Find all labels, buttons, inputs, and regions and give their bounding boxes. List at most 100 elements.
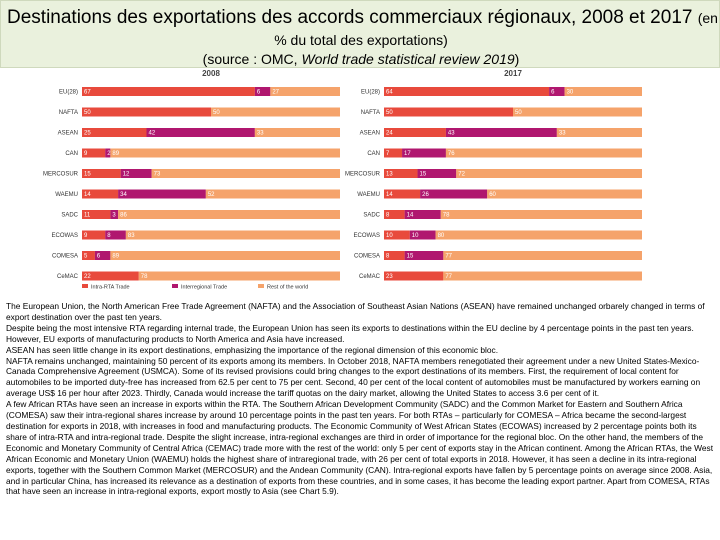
bar-segment (456, 169, 642, 178)
category-label: NAFTA (59, 110, 78, 116)
bar-segment (384, 148, 403, 158)
category-label: SADC (61, 213, 78, 219)
category-label: EU(28) (59, 90, 78, 96)
bar-segment (138, 271, 340, 281)
bar-segment (82, 107, 211, 117)
bar-value-label: 34 (120, 192, 127, 198)
bar-segment (270, 87, 340, 96)
bar-segment (435, 230, 642, 240)
paragraph-1: The European Union, the North American F… (6, 301, 705, 322)
bar-segment (440, 210, 642, 219)
paragraph-4: NAFTA remains unchanged, maintaining 50 … (6, 355, 701, 399)
bar-value-label: 14 (407, 213, 414, 219)
category-label: MERCOSUR (345, 172, 381, 178)
bar-value-label: 33 (257, 131, 264, 137)
bar-segment (402, 148, 446, 158)
bar-value-label: 80 (438, 233, 445, 239)
category-label: COMESA (354, 254, 380, 260)
category-label: CeMAC (57, 274, 79, 280)
bar-value-label: 60 (489, 192, 496, 198)
bar-segment (105, 148, 111, 158)
bar-value-label: 15 (84, 172, 91, 178)
bar-value-label: 11 (84, 213, 91, 219)
bar-value-label: 76 (448, 151, 455, 157)
bar-value-label: 24 (386, 131, 393, 137)
bar-segment (151, 169, 340, 178)
bar-value-label: 9 (84, 151, 88, 157)
bar-segment (564, 87, 642, 96)
bar-value-label: 78 (443, 213, 450, 219)
category-label: ECOWAS (52, 233, 78, 239)
category-label: ASEAN (360, 131, 380, 137)
bar-segment (82, 87, 255, 96)
bar-value-label: 23 (386, 274, 393, 280)
bar-value-label: 50 (515, 110, 522, 116)
bar-value-label: 8 (386, 213, 390, 219)
bar-value-label: 5 (84, 254, 88, 260)
category-label: CAN (367, 151, 380, 157)
bar-segment (404, 251, 444, 260)
bar-segment (487, 189, 642, 199)
year-label-2017: 2017 (504, 69, 522, 78)
bar-segment (118, 189, 206, 199)
legend-label: Interregional Trade (181, 285, 227, 291)
bar-segment (82, 189, 119, 199)
bar-value-label: 72 (458, 172, 465, 178)
bar-segment (384, 87, 550, 96)
bar-segment (118, 210, 341, 219)
bar-segment (254, 87, 271, 96)
title-banner: Destinations des exportations des accord… (0, 0, 720, 68)
bar-segment (82, 148, 106, 158)
bar-value-label: 10 (386, 233, 393, 239)
bar-segment (254, 128, 340, 137)
bar-value-label: 6 (97, 254, 101, 260)
bar-value-label: 8 (107, 233, 111, 239)
bar-value-label: 50 (386, 110, 393, 116)
bar-segment (384, 107, 513, 117)
legend-swatch (82, 284, 88, 288)
bar-segment (82, 210, 111, 219)
category-label: ECOWAS (354, 233, 380, 239)
bar-value-label: 73 (154, 172, 161, 178)
year-label-2008: 2008 (202, 69, 220, 78)
bar-value-label: 6 (257, 90, 261, 96)
paragraph-2: Despite being the most intensive RTA reg… (6, 322, 694, 344)
bar-value-label: 7 (386, 151, 390, 157)
bar-segment (384, 251, 405, 260)
paragraph-3: ASEAN has seen little change in its expo… (6, 344, 499, 355)
bar-value-label: 42 (149, 131, 156, 137)
bar-value-label: 26 (422, 192, 429, 198)
bar-value-label: 6 (551, 90, 555, 96)
bar-value-label: 43 (448, 131, 455, 137)
bar-segment (384, 169, 418, 178)
body-text: The European Union, the North American F… (6, 301, 718, 497)
bar-value-label: 33 (559, 131, 566, 137)
bar-value-label: 12 (123, 172, 130, 178)
bar-value-label: 83 (128, 233, 135, 239)
bar-segment (409, 230, 436, 240)
bar-segment (82, 169, 121, 178)
bar-segment (146, 128, 255, 137)
bar-segment (110, 251, 340, 260)
chart-subtitle: % du total des exportations) (274, 32, 448, 48)
bar-segment (417, 169, 457, 178)
bar-segment (110, 210, 119, 219)
bar-value-label: 14 (84, 192, 91, 198)
legend-label: Intra-RTA Trade (91, 285, 130, 291)
bar-value-label: 52 (208, 192, 215, 198)
bar-segment (82, 230, 106, 240)
bar-segment (384, 189, 421, 199)
bar-segment (443, 271, 642, 281)
bar-segment (82, 128, 147, 137)
bar-segment (120, 169, 152, 178)
bar-value-label: 25 (84, 131, 91, 137)
bar-value-label: 2 (107, 151, 111, 157)
bar-value-label: 89 (112, 151, 119, 157)
bar-value-label: 67 (84, 90, 91, 96)
bar-value-label: 30 (567, 90, 574, 96)
bar-value-label: 17 (404, 151, 411, 157)
bar-segment (404, 210, 441, 219)
bar-value-label: 9 (84, 233, 88, 239)
chart-source: (source : OMC, World trade statistical r… (202, 51, 520, 67)
category-label: COMESA (52, 254, 78, 260)
